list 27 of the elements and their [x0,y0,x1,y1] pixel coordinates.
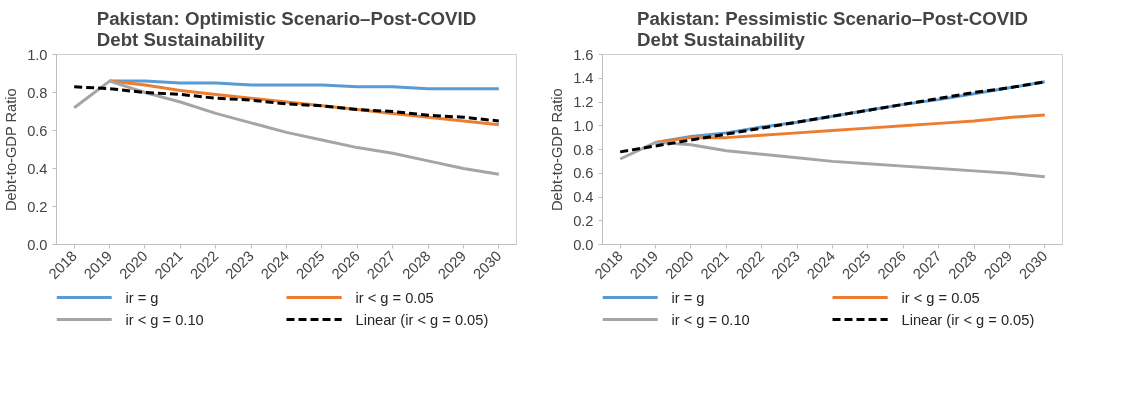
legend-label: ir < g = 0.10 [671,311,750,328]
y-tick-label: 0.2 [573,212,594,229]
y-tick-label: 0.6 [573,165,594,182]
chart-title: Pakistan: Pessimistic Scenario–Post-COVID Debt Sustainability [637,7,1028,50]
legend-label: ir < g = 0.10 [125,311,204,328]
y-tick-label: 1.0 [573,117,594,134]
y-tick-label: 1.2 [573,94,594,110]
y-tick-label: 1.0 [27,46,48,63]
y-tick-label: 0.6 [27,122,48,139]
y-tick-label: 0.8 [27,84,48,101]
legend-label: ir < g = 0.05 [901,289,980,306]
y-tick-label: 0.4 [27,160,48,177]
legend-label: Linear (ir < g = 0.05) [901,311,1035,328]
y-tick-label: 0.8 [573,141,594,158]
legend-label: ir = g [671,289,705,306]
y-tick-label: 0.0 [573,236,594,253]
y-axis-title: Debt-to-GDP Ratio [3,88,20,211]
legend-label: ir < g = 0.05 [355,289,434,306]
y-tick-label: 0.4 [573,189,594,205]
y-tick-label: 1.6 [573,46,594,63]
y-tick-label: 0.0 [27,236,48,253]
legend-label: Linear (ir < g = 0.05) [355,311,489,328]
legend-label: ir = g [125,289,159,306]
y-axis-title: Debt-to-GDP Ratio [549,88,566,211]
y-tick-label: 1.4 [573,70,594,87]
y-tick-label: 0.2 [27,198,48,215]
chart-title: Pakistan: Optimistic Scenario–Post-COVID Debt Sustainability [96,7,477,50]
